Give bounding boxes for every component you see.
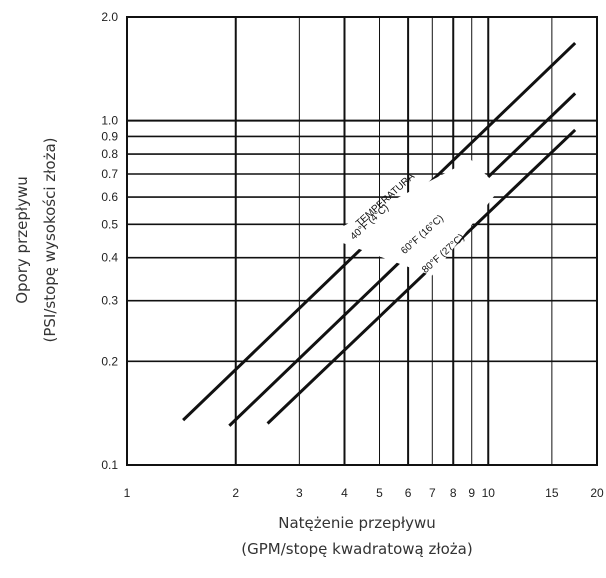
y-tick-label: 0.1 <box>101 458 118 472</box>
y-tick-label: 0.5 <box>101 217 118 231</box>
y-tick-label: 0.4 <box>101 251 118 265</box>
y-tick-label: 2.0 <box>101 10 118 24</box>
y-tick-label: 0.7 <box>101 167 118 181</box>
x-tick-labels: 1 2 3 4 5 6 7 8 9 10 15 20 <box>124 486 604 500</box>
x-tick-label: 3 <box>296 486 303 500</box>
y-tick-label: 0.3 <box>101 294 118 308</box>
y-tick-labels: 0.1 0.2 0.3 0.4 0.5 0.6 0.7 0.8 0.91.0 2.0 <box>101 10 118 472</box>
x-tick-label: 7 <box>429 486 436 500</box>
x-tick-label: 1 <box>124 486 131 500</box>
x-tick-label: 9 <box>468 486 475 500</box>
y-tick-label: 1.0 <box>101 114 118 128</box>
y-axis-title-line2: (PSI/stopę wysokości złoża) <box>41 138 59 343</box>
x-tick-label: 5 <box>376 486 383 500</box>
plot-frame <box>126 16 598 466</box>
x-tick-label: 10 <box>482 486 496 500</box>
y-tick-label: 0.8 <box>101 147 118 161</box>
x-axis-title-line2: (GPM/stopę kwadratową złoża) <box>241 540 472 558</box>
y-tick-label: 0.9 <box>101 129 118 143</box>
x-tick-label: 6 <box>405 486 412 500</box>
x-tick-label: 2 <box>232 486 239 500</box>
x-tick-label: 8 <box>450 486 457 500</box>
y-tick-label: 0.6 <box>101 190 118 204</box>
y-axis-title-line1: Opory przepływu <box>13 176 31 304</box>
x-tick-label: 15 <box>545 486 559 500</box>
annotation-background <box>338 159 500 276</box>
x-axis-title-line1: Natężenie przepływu <box>278 514 436 532</box>
series-line-80f <box>266 128 577 425</box>
x-tick-label: 4 <box>341 486 348 500</box>
x-tick-label: 20 <box>590 486 604 500</box>
y-tick-label: 0.2 <box>101 354 118 368</box>
